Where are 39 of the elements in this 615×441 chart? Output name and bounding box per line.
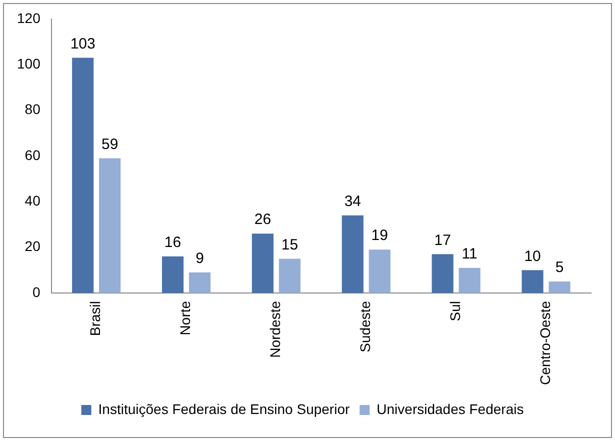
bar: [278, 258, 300, 293]
x-tick-label: Sul: [446, 300, 463, 322]
data-label: 11: [462, 245, 478, 262]
bar: [368, 250, 390, 293]
y-tick-label: 40: [24, 192, 41, 209]
bar: [99, 158, 121, 293]
y-tick-label: 20: [24, 238, 41, 254]
bar: [548, 282, 570, 293]
y-tick-label: 0: [32, 284, 41, 300]
data-label: 26: [254, 211, 272, 228]
bar: [188, 272, 211, 293]
bar: [342, 215, 364, 293]
data-label: 5: [555, 259, 564, 276]
data-label: 16: [164, 234, 182, 252]
data-label: 10: [524, 248, 541, 265]
legend-label: Instituições Federais de Ensino Superior: [98, 400, 350, 417]
data-label: 15: [281, 236, 298, 254]
bar: [522, 270, 544, 293]
bar: [458, 268, 480, 293]
x-tick-label: Sudeste: [357, 300, 374, 352]
bar: [432, 254, 454, 293]
x-tick-label: Centro-Oeste: [536, 300, 553, 386]
data-label: 9: [196, 250, 204, 268]
data-label: 59: [101, 136, 118, 153]
x-tick-label: Norte: [177, 300, 194, 336]
y-tick-label: 60: [24, 146, 41, 163]
bar: [162, 256, 184, 293]
data-label: 17: [434, 232, 451, 249]
x-tick-label: Brasil: [87, 300, 104, 336]
data-label: 19: [371, 227, 388, 244]
data-label: 34: [344, 192, 361, 210]
y-tick-label: 120: [17, 10, 41, 26]
y-tick-label: 80: [24, 101, 41, 118]
bar: [252, 234, 274, 293]
data-label: 103: [70, 35, 96, 52]
x-tick-label: Nordeste: [267, 300, 284, 358]
legend-label: Universidades Federais: [376, 400, 524, 417]
bar: [72, 58, 94, 293]
y-tick-label: 100: [17, 56, 41, 72]
